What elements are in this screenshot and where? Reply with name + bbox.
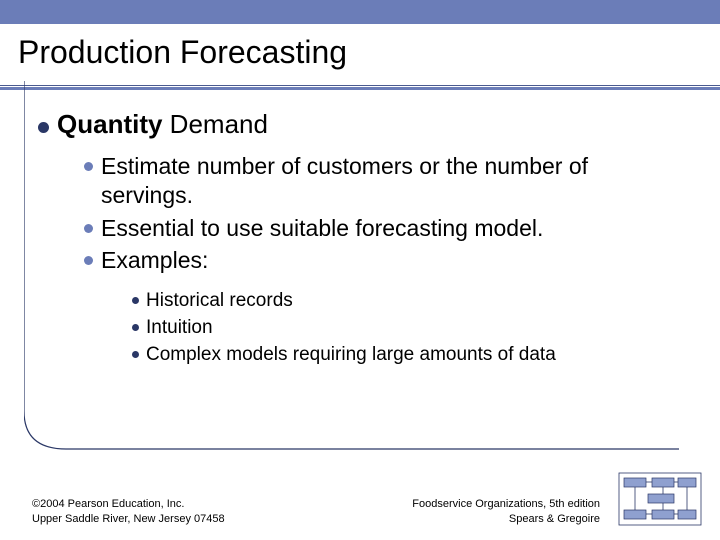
list-text: Complex models requiring large amounts o… (146, 343, 556, 367)
list-text: Essential to use suitable forecasting mo… (101, 214, 543, 243)
address-line: Upper Saddle River, New Jersey 07458 (32, 512, 225, 526)
bullet-icon (38, 122, 49, 133)
title-area: Production Forecasting (0, 24, 720, 79)
list-item: Complex models requiring large amounts o… (132, 343, 684, 367)
list-item: Historical records (132, 289, 684, 313)
list-text: Intuition (146, 316, 213, 340)
footer: ©2004 Pearson Education, Inc. Upper Sadd… (32, 497, 600, 526)
list-text: Historical records (146, 289, 293, 313)
heading-bold: Quantity (57, 109, 162, 139)
footer-right: Foodservice Organizations, 5th edition S… (412, 497, 600, 526)
list-text: Estimate number of customers or the numb… (101, 152, 684, 210)
heading-text: Quantity Demand (57, 109, 268, 140)
heading-row: Quantity Demand (38, 109, 684, 140)
list-item: Estimate number of customers or the numb… (84, 152, 684, 210)
authors-line: Spears & Gregoire (412, 512, 600, 526)
book-title-line: Foodservice Organizations, 5th edition (412, 497, 600, 511)
footer-left: ©2004 Pearson Education, Inc. Upper Sadd… (32, 497, 225, 526)
level3-list: Historical records Intuition Complex mod… (132, 289, 684, 366)
list-item: Examples: (84, 246, 684, 275)
content: Quantity Demand Estimate number of custo… (0, 91, 720, 366)
header-color-band (0, 0, 720, 24)
copyright-line: ©2004 Pearson Education, Inc. (32, 497, 225, 511)
level2-list: Estimate number of customers or the numb… (84, 152, 684, 275)
bullet-icon (132, 324, 139, 331)
bullet-icon (132, 297, 139, 304)
bullet-icon (132, 351, 139, 358)
list-item: Essential to use suitable forecasting mo… (84, 214, 684, 243)
heading-rest: Demand (162, 109, 268, 139)
page-title: Production Forecasting (18, 34, 720, 71)
bullet-icon (84, 256, 93, 265)
list-text: Examples: (101, 246, 208, 275)
process-diagram-icon (618, 472, 702, 526)
bullet-icon (84, 162, 93, 171)
list-item: Intuition (132, 316, 684, 340)
bullet-icon (84, 224, 93, 233)
